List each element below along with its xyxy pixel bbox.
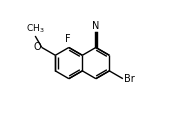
Text: O: O — [33, 42, 41, 52]
Text: F: F — [65, 34, 71, 44]
Text: CH$_3$: CH$_3$ — [26, 23, 44, 35]
Text: N: N — [92, 21, 99, 31]
Text: Br: Br — [124, 74, 134, 84]
